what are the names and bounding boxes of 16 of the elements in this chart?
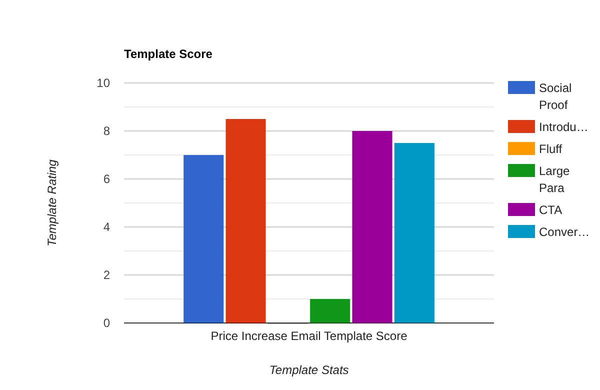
legend-label: Large Para (539, 164, 570, 195)
y-tick-label: 10 (96, 76, 110, 90)
y-tick-label: 8 (103, 124, 110, 138)
y-tick-label: 0 (103, 316, 110, 330)
x-axis-title: Template Stats (269, 363, 349, 377)
legend-label: Conver… (539, 225, 590, 239)
legend-label: Fluff (539, 142, 563, 156)
chart-title: Template Score (124, 47, 213, 61)
legend-label: Social Proof (539, 81, 572, 112)
legend-label: Introdu… (539, 120, 588, 134)
legend-label: CTA (539, 203, 562, 217)
x-tick-label: Price Increase Email Template Score (210, 329, 408, 343)
y-tick-label: 4 (103, 220, 110, 234)
y-tick-label: 2 (103, 268, 110, 282)
y-axis-title: Template Rating (45, 159, 59, 246)
y-tick-label: 6 (103, 172, 110, 186)
